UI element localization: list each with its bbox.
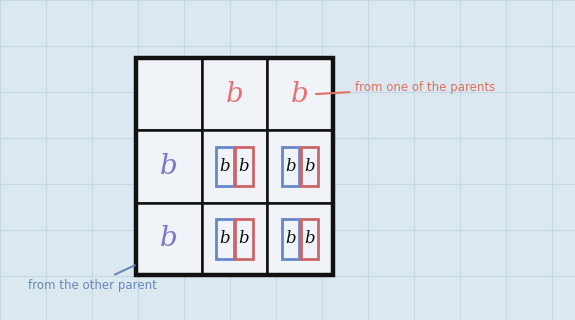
Bar [202, 58, 267, 130]
Text: b: b [160, 225, 178, 252]
Text: b: b [225, 81, 243, 108]
Text: b: b [292, 81, 309, 108]
Text: b: b [160, 153, 178, 180]
Bar [267, 58, 333, 130]
Bar [267, 130, 333, 203]
Text: from the other parent: from the other parent [28, 265, 157, 292]
Bar [202, 130, 267, 203]
Bar [236, 219, 252, 259]
Bar [136, 58, 333, 275]
Text: b: b [304, 230, 315, 247]
Bar [202, 203, 267, 275]
Bar [216, 219, 233, 259]
Bar [267, 203, 333, 275]
Bar [236, 147, 252, 186]
Bar [136, 130, 202, 203]
Bar [136, 203, 202, 275]
Text: b: b [285, 230, 296, 247]
Bar [136, 58, 202, 130]
Text: b: b [220, 158, 231, 175]
Text: b: b [285, 158, 296, 175]
Text: from one of the parents: from one of the parents [316, 82, 495, 94]
Text: b: b [304, 158, 315, 175]
Text: b: b [220, 230, 231, 247]
Bar [301, 147, 318, 186]
Text: b: b [239, 158, 250, 175]
Bar [301, 219, 318, 259]
Bar [282, 219, 299, 259]
Bar [282, 147, 299, 186]
Text: b: b [239, 230, 250, 247]
Bar [216, 147, 233, 186]
